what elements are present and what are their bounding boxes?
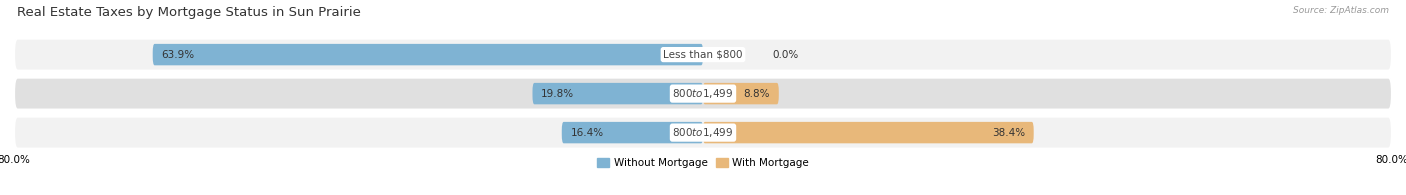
Text: 8.8%: 8.8% [744,89,770,99]
FancyBboxPatch shape [562,122,703,143]
FancyBboxPatch shape [14,78,1392,110]
Text: Less than $800: Less than $800 [664,50,742,60]
Legend: Without Mortgage, With Mortgage: Without Mortgage, With Mortgage [598,158,808,168]
FancyBboxPatch shape [14,39,1392,71]
FancyBboxPatch shape [703,122,1033,143]
Text: 19.8%: 19.8% [541,89,574,99]
Text: Real Estate Taxes by Mortgage Status in Sun Prairie: Real Estate Taxes by Mortgage Status in … [17,6,361,19]
Text: 63.9%: 63.9% [162,50,194,60]
Text: Source: ZipAtlas.com: Source: ZipAtlas.com [1294,6,1389,15]
FancyBboxPatch shape [533,83,703,104]
Text: 38.4%: 38.4% [993,128,1025,138]
Text: $800 to $1,499: $800 to $1,499 [672,87,734,100]
FancyBboxPatch shape [153,44,703,65]
FancyBboxPatch shape [703,83,779,104]
Text: 16.4%: 16.4% [571,128,603,138]
Text: $800 to $1,499: $800 to $1,499 [672,126,734,139]
FancyBboxPatch shape [14,117,1392,149]
Text: 0.0%: 0.0% [772,50,799,60]
